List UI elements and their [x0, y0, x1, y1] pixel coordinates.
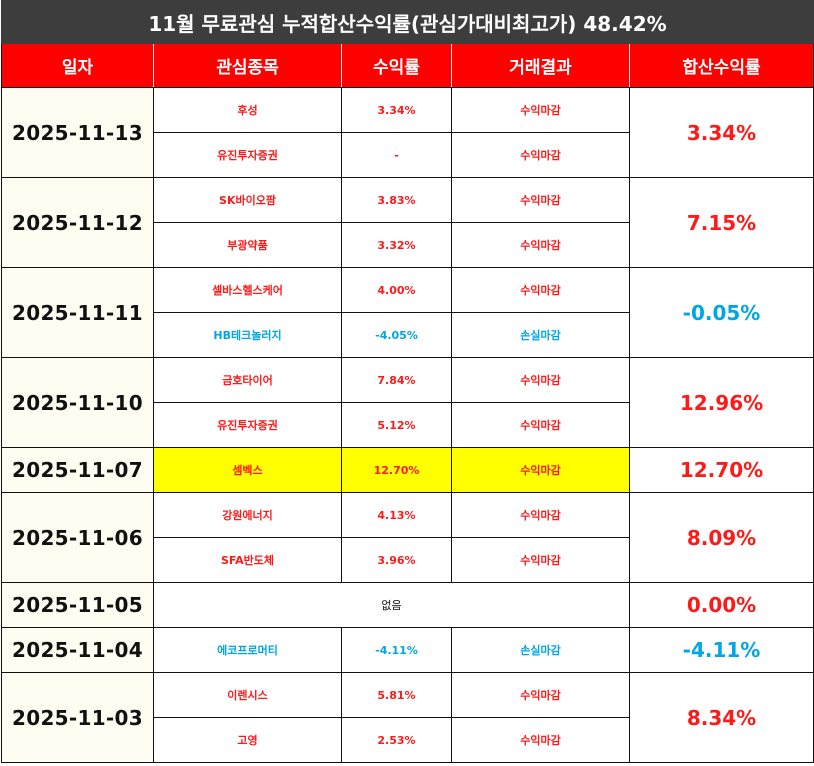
result-cell: 수익마감 [451, 672, 630, 718]
stock-cell: 강원에너지 [153, 492, 342, 538]
date-cell: 2025-11-06 [1, 492, 154, 583]
table-row: 2025-11-11 셀바스헬스케어 4.00% 수익마감 -0.05% [1, 267, 814, 358]
date-cell: 2025-11-03 [1, 672, 154, 763]
stock-cell: 이렌시스 [153, 672, 342, 718]
result-cell: 수익마감 [451, 357, 630, 403]
stock-cell: 셈벡스 [153, 447, 342, 493]
result-cell: 수익마감 [451, 492, 630, 538]
stock-cell: 셀바스헬스케어 [153, 267, 342, 313]
table-row: 2025-11-03 이렌시스 5.81% 수익마감 8.34% [1, 672, 814, 763]
stock-cell: 유진투자증권 [153, 132, 342, 178]
table-row: 2025-11-05 없음 0.00% [1, 582, 814, 628]
rate-cell: -4.05% [341, 312, 452, 358]
result-cell: 수익마감 [451, 267, 630, 313]
total-cell: 7.15% [628, 177, 814, 268]
none-cell: 없음 [153, 582, 630, 628]
rate-cell: 2.53% [341, 717, 452, 763]
rate-cell: 3.96% [341, 537, 452, 583]
rate-cell: - [341, 132, 452, 178]
rate-cell: 3.83% [341, 177, 452, 223]
stock-cell: SFA반도체 [153, 537, 342, 583]
header-result: 거래결과 [451, 43, 630, 88]
date-cell: 2025-11-04 [1, 627, 154, 673]
total-cell: 12.96% [628, 357, 814, 448]
table-row: HB테크놀러지 -4.05% 손실마감 [2, 312, 814, 358]
table-row: 유진투자증권 - 수익마감 [2, 132, 814, 178]
header-date: 일자 [1, 43, 154, 88]
table-row: 2025-11-13 후성 3.34% 수익마감 3.34% [1, 87, 814, 178]
rate-cell: 5.12% [341, 402, 452, 448]
result-cell: 수익마감 [451, 537, 630, 583]
stock-cell: 에코프로머티 [153, 627, 342, 673]
rate-cell: 4.13% [341, 492, 452, 538]
total-cell: 3.34% [628, 87, 814, 178]
rate-cell: 3.34% [341, 87, 452, 133]
total-cell: 12.70% [628, 447, 814, 493]
result-cell: 손실마감 [451, 627, 630, 673]
stock-cell: 부광약품 [153, 222, 342, 268]
result-cell: 수익마감 [451, 402, 630, 448]
total-cell: 8.09% [628, 492, 814, 583]
table-row: 2025-11-07 셈벡스 12.70% 수익마감 12.70% [1, 447, 814, 493]
rate-cell: 5.81% [341, 672, 452, 718]
result-cell: 수익마감 [451, 447, 630, 493]
date-cell: 2025-11-07 [1, 447, 154, 493]
result-cell: 손실마감 [451, 312, 630, 358]
header-rate: 수익률 [341, 43, 452, 88]
table-row: 고영 2.53% 수익마감 [2, 717, 814, 763]
result-cell: 수익마감 [451, 717, 630, 763]
table-row: 2025-11-12 SK바이오팜 3.83% 수익마감 7.15% [1, 177, 814, 268]
table-row: 유진투자증권 5.12% 수익마감 [2, 402, 814, 448]
table-row: 2025-11-04 에코프로머티 -4.11% 손실마감 -4.11% [1, 627, 814, 673]
date-cell: 2025-11-11 [1, 267, 154, 358]
rate-cell: 3.32% [341, 222, 452, 268]
header-stock: 관심종목 [153, 43, 342, 88]
date-cell: 2025-11-12 [1, 177, 154, 268]
stock-cell: 후성 [153, 87, 342, 133]
stock-cell: SK바이오팜 [153, 177, 342, 223]
rate-cell: 7.84% [341, 357, 452, 403]
stock-cell: 유진투자증권 [153, 402, 342, 448]
table-title: 11월 무료관심 누적합산수익률(관심가대비최고가) 48.42% [0, 0, 814, 44]
rate-cell: -4.11% [341, 627, 452, 673]
stock-cell: 금호타이어 [153, 357, 342, 403]
rate-cell: 12.70% [341, 447, 452, 493]
result-cell: 수익마감 [451, 177, 630, 223]
date-cell: 2025-11-13 [1, 87, 154, 178]
header-total: 합산수익률 [628, 43, 814, 88]
table-row: 2025-11-06 강원에너지 4.13% 수익마감 8.09% [1, 492, 814, 583]
result-cell: 수익마감 [451, 222, 630, 268]
date-cell: 2025-11-05 [1, 582, 154, 628]
rate-cell: 4.00% [341, 267, 452, 313]
table-body: 2025-11-13 후성 3.34% 수익마감 3.34% 유진투자증권 - 수익마감 202… [1, 87, 814, 763]
stock-cell: 고영 [153, 717, 342, 763]
total-cell: 0.00% [628, 582, 814, 628]
result-cell: 수익마감 [451, 132, 630, 178]
result-cell: 수익마감 [451, 87, 630, 133]
table-row: 2025-11-10 금호타이어 7.84% 수익마감 12.96% [1, 357, 814, 448]
total-cell: -4.11% [628, 627, 814, 673]
total-cell: -0.05% [628, 267, 814, 358]
stock-cell: HB테크놀러지 [153, 312, 342, 358]
date-cell: 2025-11-10 [1, 357, 154, 448]
total-cell: 8.34% [628, 672, 814, 763]
